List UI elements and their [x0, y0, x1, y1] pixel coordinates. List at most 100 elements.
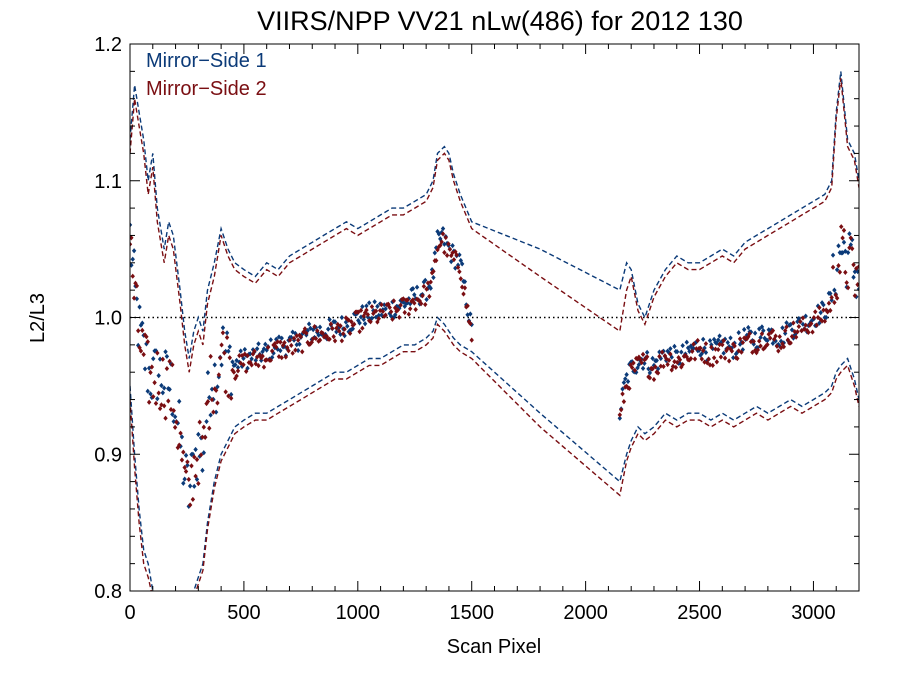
data-point [718, 339, 724, 346]
data-point [655, 370, 661, 376]
data-point [172, 424, 178, 431]
data-point [458, 257, 463, 264]
x-tick-label: 1000 [336, 602, 381, 624]
data-point [620, 391, 625, 397]
data-point [178, 443, 183, 449]
data-point [278, 339, 283, 345]
data-point [737, 336, 743, 342]
data-point [230, 359, 235, 365]
data-point [155, 396, 160, 402]
data-point [843, 248, 848, 254]
data-point [171, 407, 176, 414]
data-point [447, 246, 453, 252]
data-point [716, 346, 721, 353]
data-point [803, 322, 808, 328]
data-point [668, 346, 673, 352]
data-point [172, 414, 178, 420]
data-point [823, 307, 829, 313]
data-point [152, 380, 157, 386]
data-point [201, 450, 207, 456]
data-point [185, 462, 190, 468]
data-point [733, 351, 739, 357]
data-point [628, 362, 633, 368]
data-point [380, 308, 386, 315]
data-point [839, 224, 844, 230]
data-point [148, 391, 153, 397]
data-point [680, 342, 685, 349]
data-point [653, 364, 658, 370]
data-point [308, 325, 313, 331]
data-point [192, 483, 197, 489]
data-point [851, 262, 856, 268]
data-point [684, 354, 689, 360]
data-point [179, 457, 185, 463]
data-point [777, 343, 782, 349]
data-point [287, 337, 293, 343]
data-point [446, 241, 451, 247]
data-point [444, 252, 450, 258]
data-point [774, 343, 780, 349]
data-point [466, 319, 472, 325]
x-tick-label: 0 [124, 602, 135, 624]
data-point [160, 356, 166, 362]
data-point [328, 321, 334, 327]
data-point [308, 341, 313, 347]
data-point [736, 329, 741, 336]
data-point [222, 350, 227, 356]
data-point [144, 334, 149, 340]
data-point [171, 418, 176, 425]
data-point [752, 347, 758, 353]
data-point [457, 269, 462, 275]
data-point [461, 291, 466, 297]
plot-content [130, 71, 859, 591]
data-point [781, 344, 787, 350]
data-point [156, 372, 161, 379]
data-point [780, 341, 785, 347]
data-point [175, 420, 181, 426]
data-point [828, 307, 833, 314]
data-point [412, 292, 417, 298]
data-point [213, 409, 219, 415]
data-point [241, 355, 246, 362]
data-point [746, 334, 751, 340]
data-point [694, 346, 699, 352]
data-point [153, 348, 159, 354]
data-point [726, 358, 732, 364]
data-point [762, 335, 767, 341]
data-point [194, 456, 200, 463]
data-point [458, 276, 463, 282]
data-point [300, 349, 305, 355]
data-point [349, 319, 354, 325]
data-point [196, 480, 201, 487]
data-point [802, 326, 807, 332]
data-point [728, 346, 733, 352]
data-point [635, 365, 640, 371]
data-point [302, 326, 308, 332]
data-point [646, 366, 651, 372]
data-point [675, 359, 680, 365]
data-point [187, 502, 193, 508]
data-point [406, 311, 412, 317]
data-point [336, 328, 342, 334]
data-point [130, 222, 133, 228]
data-point [832, 299, 837, 306]
data-point [136, 342, 141, 348]
data-point [429, 266, 435, 273]
data-point [741, 326, 747, 333]
data-point [212, 386, 217, 392]
data-point [263, 341, 268, 347]
data-point [459, 261, 465, 267]
data-point [821, 307, 826, 313]
data-point [713, 346, 718, 352]
data-point [821, 302, 826, 308]
data-point [138, 322, 144, 328]
data-point [339, 338, 345, 344]
data-point [767, 328, 773, 334]
data-point [814, 322, 819, 328]
data-point [728, 335, 733, 341]
data-point [227, 355, 232, 361]
data-point [356, 317, 361, 324]
data-point [227, 344, 232, 350]
data-point [274, 336, 279, 342]
data-point [317, 337, 323, 343]
